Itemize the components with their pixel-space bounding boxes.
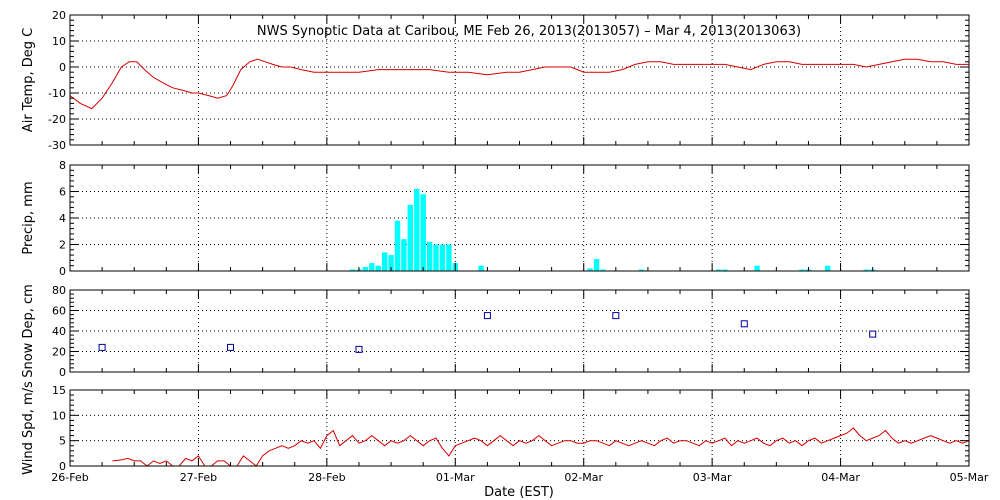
precip-bar-8 [401, 239, 407, 271]
precip-bar-23 [722, 269, 728, 271]
precip-y-axis-label: Precip, mm [21, 181, 36, 254]
precip-bar-25 [799, 269, 805, 271]
wind_speed-ytick-label-0: 0 [59, 460, 66, 473]
snow_depth-ytick-label-4: 80 [52, 284, 66, 297]
snow_depth-ytick-label-0: 0 [59, 366, 66, 379]
wind_speed-line [112, 427, 970, 467]
snow_depth-point-5 [740, 320, 748, 328]
precip-bar-21 [638, 269, 645, 271]
air_temp-ytick-label-3: 0 [59, 61, 66, 74]
precip-bar-6 [388, 255, 394, 271]
wind_speed-ytick-label-2: 10 [52, 409, 66, 422]
air_temp-panel: -30 -20 -10 0 10 20 Air Temp, Deg C [21, 9, 970, 152]
precip-bar-18 [587, 268, 593, 271]
snow_depth-point-3 [483, 312, 491, 320]
precip-bar-22 [715, 269, 722, 271]
snow_depth-ytick-label-2: 40 [52, 325, 66, 338]
precip-bar-10 [414, 188, 420, 271]
precip-bar-2 [362, 267, 369, 271]
chart-title: NWS Synoptic Data at Caribou, ME Feb 26,… [257, 24, 801, 39]
precip-ytick-label-2: 4 [59, 212, 66, 225]
snow_depth-point-1 [227, 343, 234, 351]
snow_depth-point-2 [355, 345, 363, 353]
precip-bar-20 [600, 269, 606, 271]
panels: -30 -20 -10 0 10 20 Air Temp, Deg C 0 2 4 6 8 Precip… [21, 9, 989, 484]
x-tick-label-1: 27-Feb [180, 471, 217, 484]
air_temp-y-axis-label: Air Temp, Deg C [21, 28, 36, 132]
precip-bar-0 [349, 269, 356, 271]
wind_speed-frame [69, 389, 970, 467]
x-tick-label-0: 26-Feb [51, 471, 88, 484]
precip-bar-13 [433, 244, 439, 271]
precip-bar-7 [394, 220, 401, 271]
precip-panel: 0 2 4 6 8 Precip, mm [21, 159, 970, 278]
precip-bar-14 [439, 244, 446, 271]
precip-bar-12 [426, 241, 433, 271]
wind_speed-panel: 0 5 10 15 Wind Spd, m/s [21, 381, 970, 475]
x-tick-label-7: 05-Mar [950, 471, 989, 484]
snow_depth-ytick-label-3: 60 [52, 305, 66, 318]
precip-bar-11 [420, 194, 426, 271]
precip-bar-5 [382, 252, 388, 271]
snow_depth-y-axis-label: Snow Dep, cm [21, 284, 36, 378]
precip-bar-19 [593, 259, 600, 271]
x-tick-label-6: 04-Mar [821, 471, 860, 484]
wind_speed-ytick-label-3: 15 [52, 384, 66, 397]
precip-bar-24 [754, 265, 760, 271]
precip-bar-28 [863, 269, 869, 271]
snow_depth-point-0 [98, 343, 106, 351]
snow_depth-panel: 0 20 40 60 80 Snow Dep, cm [21, 284, 970, 379]
air_temp-ytick-label-4: 10 [52, 35, 66, 48]
x-tick-label-4: 02-Mar [564, 471, 603, 484]
precip-ytick-label-4: 8 [59, 159, 66, 172]
air_temp-ytick-label-0: -30 [48, 139, 66, 152]
precip-bar-9 [407, 204, 413, 272]
precip-bar-4 [375, 265, 381, 271]
snow_depth-point-4 [612, 312, 620, 320]
x-tick-label-5: 03-Mar [693, 471, 732, 484]
x-tick-label-2: 28-Feb [308, 471, 345, 484]
x-axis-label: Date (EST) [484, 485, 554, 500]
precip-bar-15 [446, 244, 452, 271]
precip-bar-17 [478, 265, 484, 271]
air_temp-ytick-label-1: -20 [48, 113, 66, 126]
snow_depth-ytick-label-1: 20 [52, 346, 66, 359]
precip-ytick-label-0: 0 [59, 265, 66, 278]
precip-ytick-label-3: 6 [59, 186, 66, 199]
air_temp-ytick-label-5: 20 [52, 9, 66, 22]
precip-ytick-label-1: 2 [59, 239, 66, 252]
x-tick-label-3: 01-Mar [436, 471, 475, 484]
air_temp-line [69, 58, 969, 110]
wind_speed-y-axis-label: Wind Spd, m/s [21, 381, 36, 475]
air_temp-ytick-label-2: -10 [48, 87, 66, 100]
precip-bar-3 [369, 263, 375, 271]
wind_speed-ytick-label-1: 5 [59, 435, 66, 448]
snow_depth-point-6 [869, 330, 877, 338]
precip-bar-27 [825, 265, 831, 271]
